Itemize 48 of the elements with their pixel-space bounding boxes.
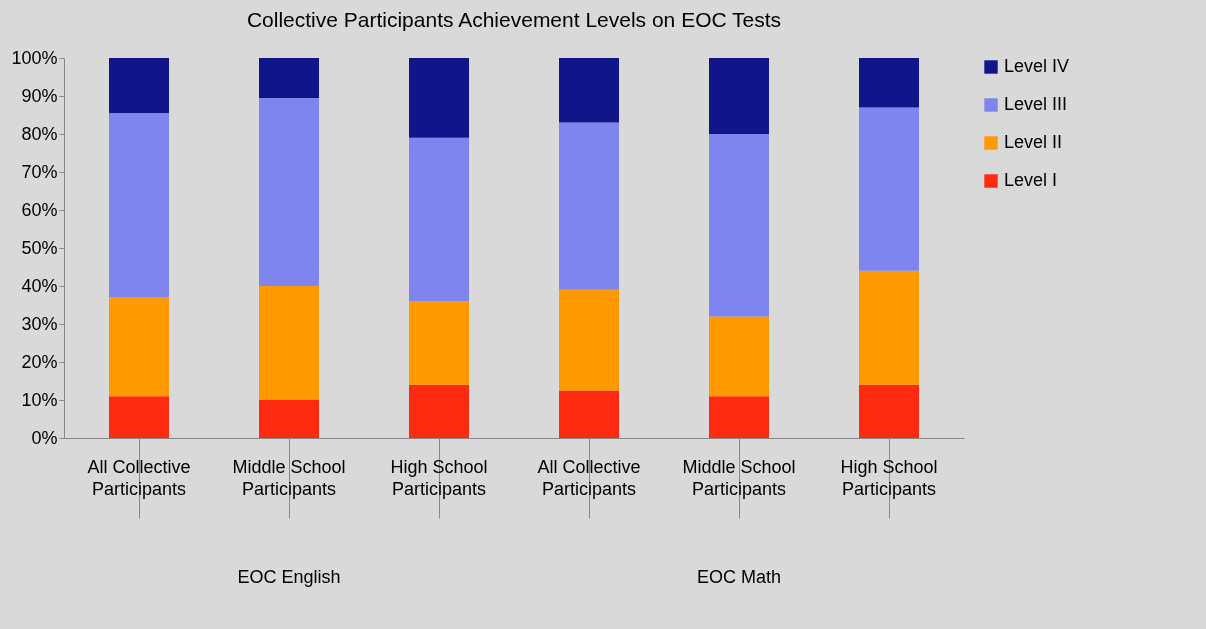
y-tick-label: 0% (31, 427, 58, 448)
bar (259, 286, 319, 400)
bar (559, 289, 619, 391)
y-tick-label: 80% (21, 123, 58, 144)
x-tick-label: Middle School Participants (232, 456, 346, 499)
x-tick-label: Middle School Participants (682, 456, 796, 499)
y-tick-label: 90% (21, 85, 58, 106)
bar (859, 384, 919, 438)
bar (559, 122, 619, 290)
legend-label: Level III (1004, 94, 1068, 114)
x-tick-label: High School Participants (390, 456, 488, 499)
bar (559, 58, 619, 123)
text: EOC Math (696, 567, 782, 587)
legend-label: Level II (1004, 132, 1063, 152)
y-tick-label: 20% (21, 351, 58, 372)
bar (859, 58, 919, 108)
bar (259, 97, 319, 286)
y-tick-label: 50% (21, 237, 58, 258)
y-tick-label: 70% (21, 161, 58, 182)
bar (709, 134, 769, 317)
bar (409, 58, 469, 138)
bar (109, 297, 169, 397)
x-tick-label: All Collective Participants (87, 456, 191, 499)
bar (709, 58, 769, 134)
bar (409, 301, 469, 385)
y-tick-label: 30% (21, 313, 58, 334)
bar (709, 316, 769, 397)
bar (109, 113, 169, 298)
bar (859, 270, 919, 385)
bar (709, 396, 769, 438)
text: EOC English (237, 567, 341, 587)
bar (559, 390, 619, 438)
bar (259, 58, 319, 98)
y-tick-label: 40% (21, 275, 58, 296)
bar (409, 137, 469, 302)
legend-label: Level IV (1004, 56, 1070, 76)
bar (859, 107, 919, 271)
bar (109, 58, 169, 114)
bar (109, 396, 169, 438)
bar (409, 384, 469, 438)
y-tick-label: 60% (21, 199, 58, 220)
y-tick-label: 10% (21, 389, 58, 410)
legend-label: Level I (1004, 170, 1058, 190)
y-tick-label: 100% (11, 47, 58, 68)
chart-title: Collective Participants Achievement Levels on EOC Tests (246, 8, 782, 31)
x-tick-label: All Collective Participants (537, 456, 641, 499)
bar (259, 400, 319, 438)
x-tick-label: High School Participants (840, 456, 938, 499)
